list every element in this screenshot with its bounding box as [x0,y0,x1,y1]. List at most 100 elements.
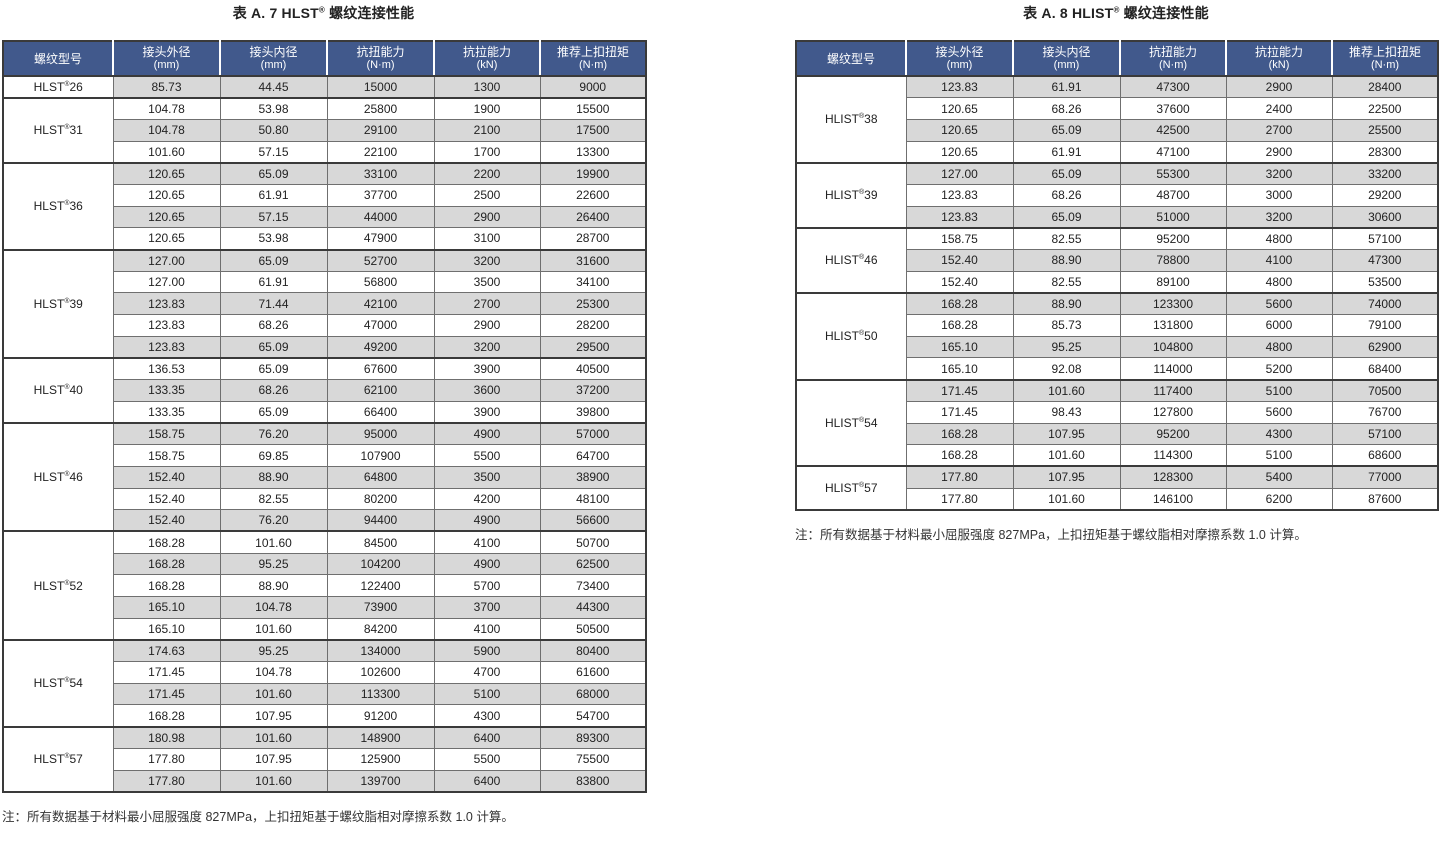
value-cell: 3500 [433,270,541,294]
value-cell: 64800 [326,465,435,489]
title-text: 螺纹连接性能 [325,5,415,21]
registered-trademark-symbol: ® [64,124,70,132]
value-cell: 82.55 [1012,226,1121,250]
column-header: 抗拉能力 (kN) [434,41,541,77]
value-cell: 102600 [326,661,435,684]
table-row: 158.75 69.85 107900 5500 64700 [3,444,647,467]
value-cell: 120.65 [905,118,1014,142]
value-cell: 3900 [433,356,541,381]
value-cell: 152.40 [905,249,1014,272]
table-row: HLST®54 174.63 95.25 134000 5900 80400 [2,638,647,728]
value-cell: 65.09 [219,400,328,424]
title-text: 表 A. 7 HLST [232,5,319,21]
table-body: HLST®26 85.73 44.45 15000 1300 9000 HLST®31 104… [2,75,647,793]
value-cell: 48100 [539,487,647,511]
value-cell: 5100 [1225,444,1333,467]
table-row: 120.65 61.91 37700 2500 22600 [3,183,647,207]
column-header: 接头内径 (mm) [220,41,328,77]
value-cell: 47300 [1331,249,1439,272]
column-label: 接头内径 [249,45,298,59]
column-unit: (mm) [946,59,973,71]
table-row: HLST®39 127.00 65.09 52700 3200 31600 [2,248,647,359]
value-cell: 3000 [1225,183,1333,207]
table-header: 螺纹型号 接头外径 (mm) 接头内径 (mm) 抗扭能力 (N·m) 抗拉能力 (kN) 推荐上… [3,41,646,77]
column-header: 推荐上扣扭矩 (N·m) [540,41,646,77]
thread-model-cell: HLIST®39 [795,161,907,229]
value-cell: 73400 [539,574,647,597]
table-row: 127.00 61.91 56800 3500 34100 [3,270,647,294]
table-a8-panel: 表 A. 8 HLIST® 螺纹连接性能 螺纹型号 接头外径 (mm) 接头内径 (mm… [795,5,1439,543]
value-cell: 64700 [539,444,647,467]
value-cell: 177.80 [905,465,1014,489]
title-text: 表 A. 8 HLIST [1023,5,1114,21]
table-row: 123.83 68.26 48700 3000 29200 [796,183,1439,207]
table-row: HLST®40 136.53 65.09 67600 3900 40500 [2,356,647,424]
table-row: 101.60 57.15 22100 1700 13300 [3,140,647,164]
value-cell: 77000 [1331,465,1439,489]
value-cell: 61.91 [1012,75,1121,99]
table-row: 152.40 82.55 89100 4800 53500 [796,270,1439,294]
value-cell: 123300 [1119,291,1227,316]
value-cell: 68.26 [219,314,328,337]
column-unit: (N·m) [366,59,395,71]
table-row: 123.83 65.09 49200 3200 29500 [3,335,647,359]
value-cell: 2400 [1225,97,1333,120]
table-row: HLIST®50 168.28 88.90 123300 5600 74000 [795,291,1439,381]
table-row: HLIST®39 127.00 65.09 55300 3200 33200 [795,161,1439,229]
value-cell: 4900 [433,552,541,576]
registered-trademark-symbol: ® [64,200,70,208]
value-cell: 4100 [433,617,541,641]
table-row: HLIST®38 123.83 61.91 47300 2900 28400 [795,75,1439,164]
value-cell: 6000 [1225,314,1333,337]
table-row: 120.65 61.91 47100 2900 28300 [796,140,1439,164]
value-cell: 82.55 [1012,270,1121,294]
value-cell: 61.91 [1012,140,1121,164]
value-cell: 134000 [326,638,435,663]
value-cell: 104200 [326,552,435,576]
value-cell: 47900 [326,227,435,250]
value-cell: 44300 [539,596,647,619]
value-cell: 127.00 [112,248,221,272]
value-cell: 84500 [326,530,435,554]
value-cell: 4800 [1225,335,1333,359]
table-row: 171.45 104.78 102600 4700 61600 [3,661,647,684]
value-cell: 148900 [326,725,435,749]
value-cell: 6400 [433,769,541,793]
value-cell: 120.65 [905,97,1014,120]
value-cell: 95000 [326,422,435,446]
value-cell: 107.95 [1012,465,1121,489]
value-cell: 9000 [539,75,647,99]
value-cell: 89300 [539,725,647,749]
table-row: 168.28 107.95 91200 4300 54700 [3,704,647,728]
value-cell: 123.83 [112,292,221,316]
value-cell: 168.28 [112,530,221,554]
value-cell: 44.45 [219,75,328,99]
column-unit: (kN) [1268,59,1290,71]
column-label: 推荐上扣扭矩 [1348,45,1421,59]
value-cell: 28300 [1331,140,1439,164]
value-cell: 177.80 [112,747,221,771]
thread-model-cell: HLST®31 [2,96,114,164]
column-label: 抗扭能力 [1148,45,1197,59]
value-cell: 117400 [1119,378,1227,402]
value-cell: 168.28 [905,422,1014,446]
column-unit: (kN) [476,59,498,71]
table-a7-title: 表 A. 7 HLST® 螺纹连接性能 [2,5,645,21]
value-cell: 1300 [433,75,541,99]
value-cell: 2700 [1225,118,1333,142]
table-row: 177.80 101.60 146100 6200 87600 [796,487,1439,511]
value-cell: 29200 [1331,183,1439,207]
title-text: 螺纹连接性能 [1119,5,1209,21]
value-cell: 65.09 [1012,118,1121,142]
value-cell: 42500 [1119,118,1227,142]
value-cell: 2900 [433,205,541,229]
value-cell: 171.45 [905,378,1014,402]
hlist-performance-table: 螺纹型号 接头外径 (mm) 接头内径 (mm) 抗扭能力 (N·m) 抗拉能力 (kN) 推荐上… [795,40,1439,511]
column-label: 抗拉能力 [1254,45,1303,59]
value-cell: 75500 [539,747,647,771]
column-label: 螺纹型号 [826,51,875,66]
value-cell: 37600 [1119,97,1227,120]
value-cell: 171.45 [112,661,221,684]
value-cell: 91200 [326,704,435,728]
value-cell: 123.83 [905,183,1014,207]
